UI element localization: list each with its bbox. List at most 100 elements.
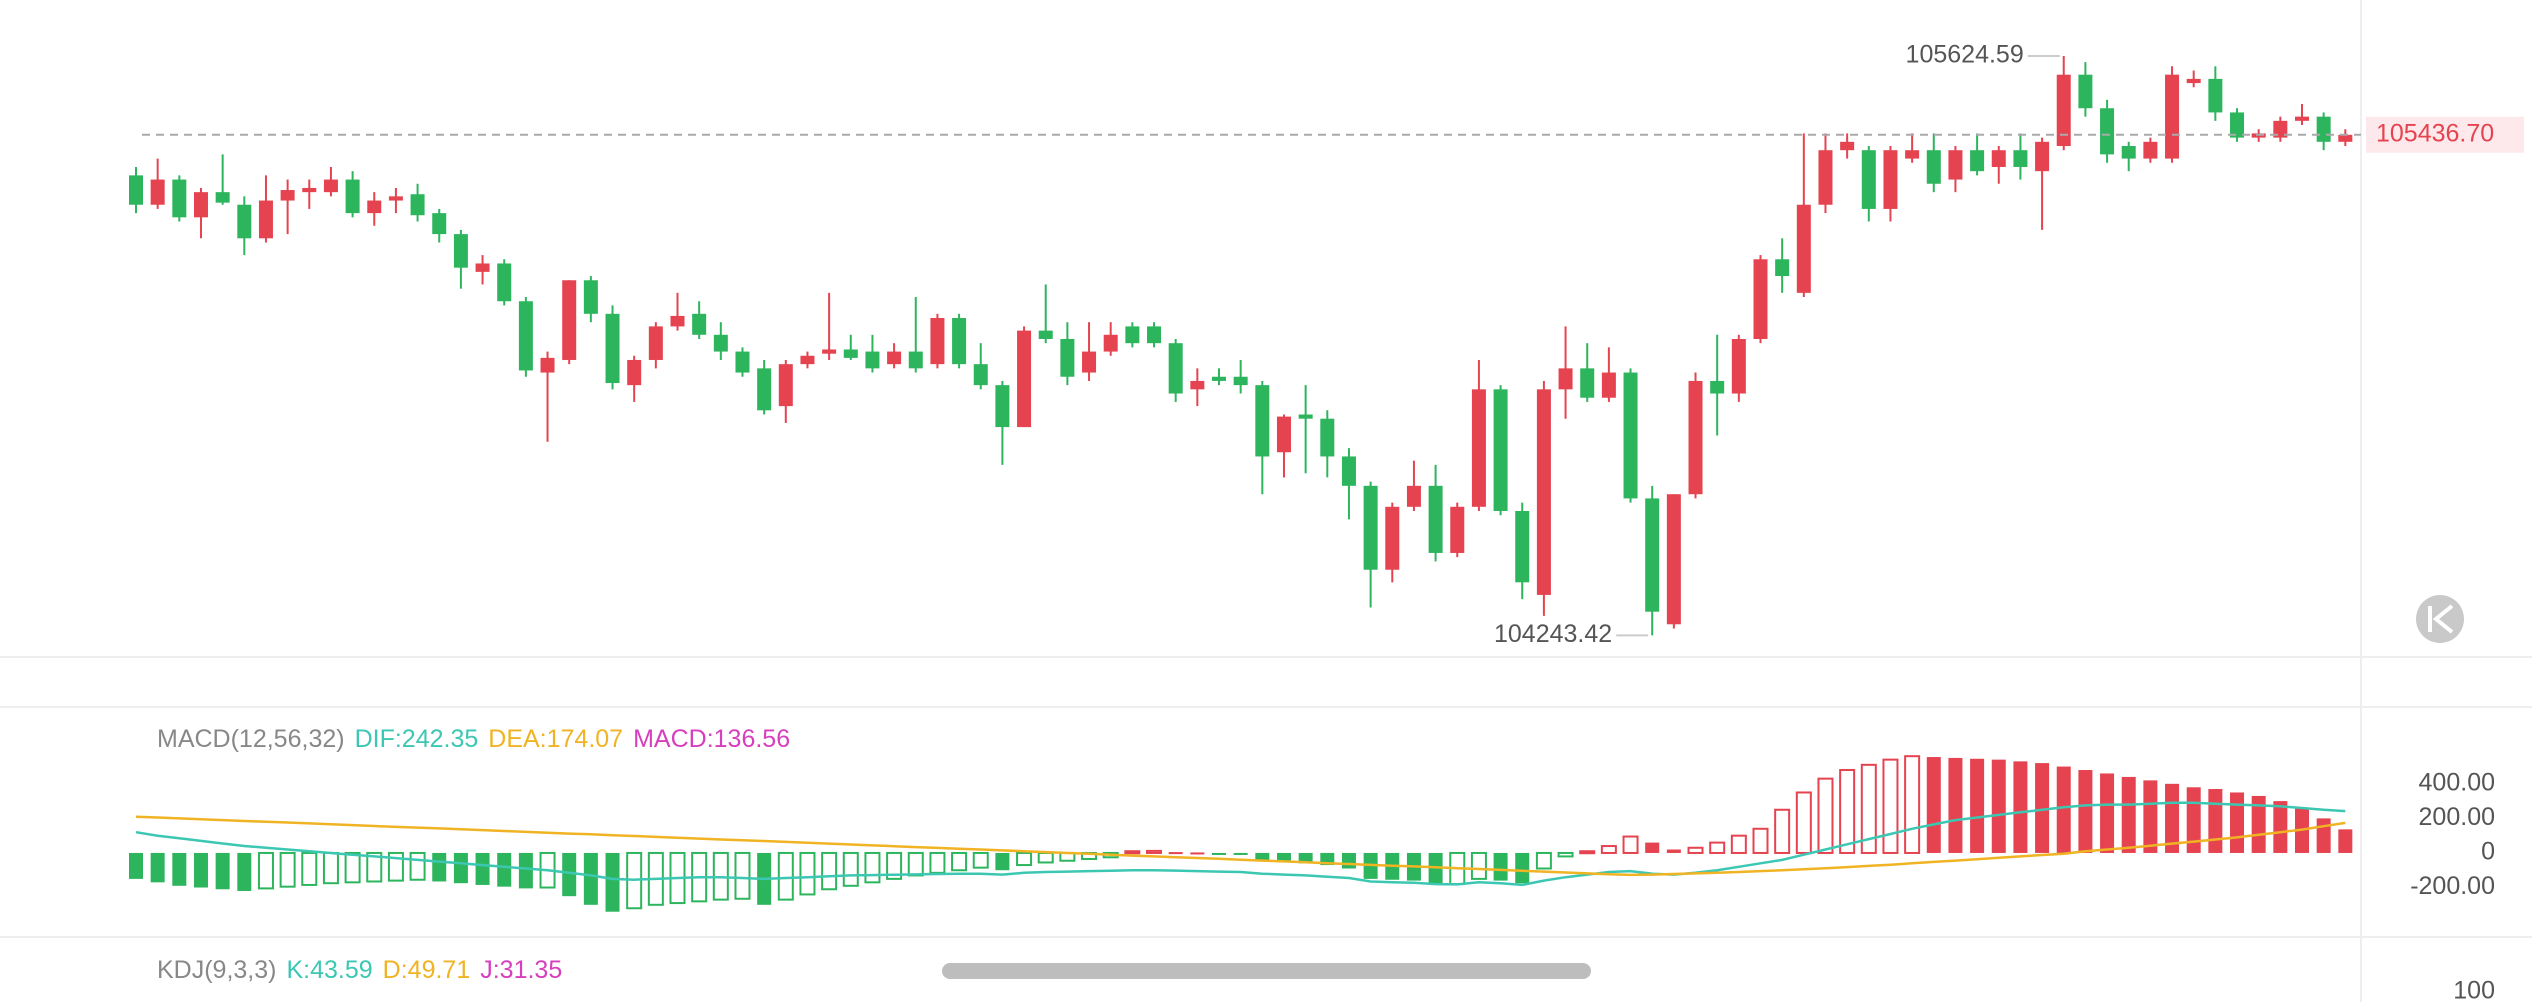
candle-body: [1276, 416, 1291, 453]
candle-body: [2230, 112, 2245, 138]
macd-bar: [1774, 808, 1791, 854]
macd-bar: [1190, 852, 1205, 855]
candle-body: [1233, 376, 1248, 386]
candle-body: [562, 280, 577, 360]
macd-bar: [1428, 852, 1443, 885]
candle-body: [930, 318, 945, 365]
k-label: K:43.59: [286, 956, 372, 984]
candle-body: [193, 192, 208, 218]
candle-body: [1580, 368, 1595, 398]
macd-bar: [1470, 851, 1487, 880]
candle-body: [215, 192, 230, 203]
candle-body: [1926, 150, 1941, 184]
marks: [129, 55, 2361, 912]
macd-line: [135, 801, 2346, 887]
macd-tick-label: -200.00: [2410, 872, 2495, 900]
candle-body: [800, 355, 815, 365]
macd-bar: [886, 851, 903, 880]
candle-body: [2035, 141, 2050, 172]
candle-body: [887, 351, 902, 365]
candle-body: [302, 187, 317, 193]
macd-header: MACD(12,56,32) DIF:242.35 DEA:174.07 MACD:1…: [157, 725, 790, 753]
candle-body: [670, 315, 685, 327]
candle-body: [1645, 498, 1660, 612]
candle-body: [1471, 389, 1486, 507]
macd-bar: [1709, 841, 1726, 854]
macd-bar: [1579, 850, 1596, 855]
scrollbar[interactable]: [942, 963, 1591, 979]
candle-body: [1493, 389, 1508, 511]
candle-body: [1406, 485, 1421, 507]
candle-body: [1623, 372, 1638, 499]
candle-body: [1688, 380, 1703, 495]
dea-label: DEA:174.07: [488, 725, 623, 753]
macd-bar: [1666, 849, 1681, 853]
macd-bar: [1146, 849, 1163, 854]
candle-body: [713, 334, 728, 352]
candle-body: [1601, 372, 1616, 398]
macd-bar: [2013, 761, 2028, 853]
candle-body: [1515, 511, 1530, 583]
macd-bar: [518, 852, 533, 889]
macd-bar: [475, 852, 490, 885]
candle-body: [2338, 134, 2353, 142]
candle-body: [2143, 141, 2158, 159]
macd-bar: [734, 851, 751, 900]
macd-bar: [193, 852, 208, 888]
candle-body: [237, 204, 252, 239]
macd-bar: [257, 851, 274, 890]
last-price-label: 105436.70: [2376, 119, 2494, 147]
candle-body: [1082, 351, 1097, 373]
candle-body: [1710, 380, 1725, 394]
macd-bar: [1515, 852, 1530, 884]
jk-button[interactable]: [2416, 595, 2464, 643]
kdj-tick-label: 100: [2453, 977, 2495, 1002]
candle-body: [2316, 116, 2331, 142]
candle-body: [1818, 150, 1833, 205]
macd-bar: [864, 851, 881, 884]
candle-body: [1991, 150, 2006, 167]
macd-bar: [150, 852, 165, 883]
macd-bar: [1298, 852, 1313, 864]
candle-body: [1558, 368, 1573, 390]
macd-bar: [2056, 766, 2071, 853]
macd-bar: [1904, 755, 1921, 854]
macd-bar: [951, 851, 968, 872]
candle-body: [1060, 338, 1075, 377]
candle-body: [1970, 150, 1985, 172]
labels: 105436.70 105624.59 104243.42 400.00 200.00 0…: [1494, 41, 2524, 900]
macd-line: [135, 815, 2346, 877]
macd-bar: [215, 852, 230, 890]
macd-bar: [1817, 777, 1834, 854]
candle-body: [1536, 389, 1551, 595]
macd-bar: [777, 851, 794, 901]
macd-bar: [1645, 842, 1660, 853]
macd-bar: [129, 852, 143, 879]
macd-bar: [2165, 783, 2180, 853]
candle-body: [540, 357, 555, 373]
macd-bar: [453, 852, 468, 884]
macd-bar: [972, 851, 989, 869]
jk-circle[interactable]: [2416, 595, 2464, 643]
candle-body: [432, 213, 447, 235]
macd-bar: [344, 851, 361, 884]
candle-body: [1450, 506, 1465, 553]
candle-body: [1731, 338, 1746, 394]
candle-body: [757, 368, 772, 411]
candle-body: [1147, 326, 1162, 344]
macd-bar: [409, 851, 426, 881]
candle-body: [1428, 485, 1443, 553]
macd-bar: [237, 852, 252, 891]
candle-body: [2056, 74, 2071, 146]
candle-body: [1255, 385, 1270, 457]
candle-body: [367, 200, 382, 214]
jk-icon: [2428, 604, 2454, 634]
macd-bar: [1948, 757, 1963, 853]
candle-body: [129, 175, 143, 205]
candle-body: [995, 385, 1010, 428]
candle-body: [1840, 141, 1855, 151]
candle-body: [2273, 120, 2288, 138]
macd-bar: [907, 851, 924, 877]
candle-body: [453, 234, 468, 268]
